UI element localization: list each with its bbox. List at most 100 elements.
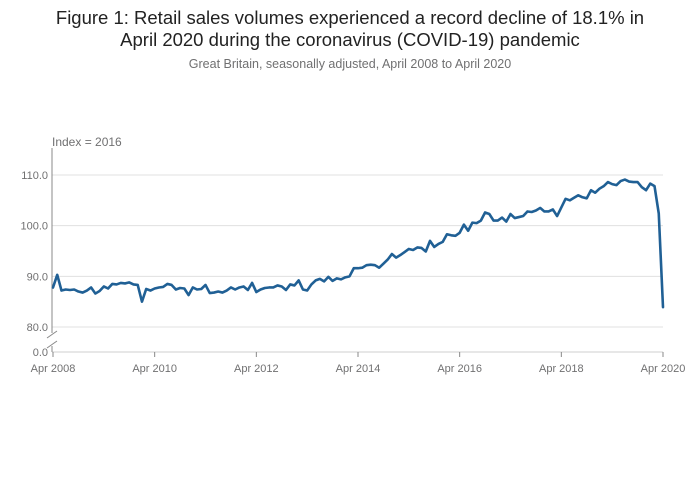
data-point — [314, 279, 316, 281]
data-point — [323, 280, 325, 282]
data-point — [442, 241, 444, 243]
data-point — [353, 267, 355, 269]
data-point — [238, 286, 240, 288]
data-point — [217, 290, 219, 292]
data-point — [357, 267, 359, 269]
data-point — [586, 197, 588, 199]
data-point — [162, 286, 164, 288]
data-point — [547, 210, 549, 212]
data-point — [611, 183, 613, 185]
data-point — [107, 287, 109, 289]
data-point — [348, 275, 350, 277]
data-point — [166, 283, 168, 285]
y-zero-label: 0.0 — [33, 347, 48, 359]
data-point — [200, 288, 202, 290]
data-point — [90, 286, 92, 288]
data-point — [463, 223, 465, 225]
data-point — [492, 219, 494, 221]
data-point — [433, 246, 435, 248]
data-point — [179, 287, 181, 289]
data-point — [103, 285, 105, 287]
data-point — [581, 196, 583, 198]
data-point — [141, 300, 143, 302]
chart-subtitle: Great Britain, seasonally adjusted, Apri… — [188, 57, 512, 71]
data-point — [467, 230, 469, 232]
data-point — [259, 288, 261, 290]
data-point — [187, 294, 189, 296]
data-point — [204, 284, 206, 286]
data-point — [65, 288, 67, 290]
data-point — [488, 213, 490, 215]
data-point — [137, 284, 139, 286]
data-point — [399, 254, 401, 256]
data-point — [344, 276, 346, 278]
data-point — [403, 251, 405, 253]
data-point — [641, 186, 643, 188]
x-tick-label: Apr 2012 — [234, 363, 279, 375]
data-point — [365, 264, 367, 266]
data-point — [170, 284, 172, 286]
data-point — [471, 221, 473, 223]
y-axis-title: Index = 2016 — [52, 135, 122, 149]
data-point — [340, 278, 342, 280]
data-point — [98, 290, 100, 292]
data-point — [221, 291, 223, 293]
data-point — [450, 234, 452, 236]
x-tick-label: Apr 2018 — [539, 363, 584, 375]
data-point — [336, 277, 338, 279]
data-point — [446, 233, 448, 235]
chart-title-line-1: Figure 1: Retail sales volumes experienc… — [55, 7, 645, 28]
x-tick-label: Apr 2014 — [336, 363, 381, 375]
data-point — [501, 216, 503, 218]
data-point — [645, 189, 647, 191]
gridlines — [52, 174, 663, 353]
data-point — [268, 286, 270, 288]
data-point — [408, 248, 410, 250]
data-point — [276, 284, 278, 286]
data-point — [514, 217, 516, 219]
data-point — [77, 290, 79, 292]
data-point — [530, 211, 532, 213]
data-point — [649, 182, 651, 184]
data-point — [539, 207, 541, 209]
data-point — [420, 247, 422, 249]
data-point — [56, 274, 58, 276]
data-point — [225, 289, 227, 291]
data-point — [272, 286, 274, 288]
data-point — [535, 209, 537, 211]
data-point — [619, 180, 621, 182]
data-point — [213, 291, 215, 293]
data-point — [505, 220, 507, 222]
data-point — [416, 246, 418, 248]
data-point — [662, 306, 664, 308]
data-point — [60, 289, 62, 291]
data-point — [552, 208, 554, 210]
data-point — [175, 288, 177, 290]
data-point — [378, 267, 380, 269]
data-point — [149, 289, 151, 291]
data-point — [310, 283, 312, 285]
data-point — [458, 232, 460, 234]
data-point — [234, 288, 236, 290]
x-tick-label: Apr 2010 — [132, 363, 177, 375]
data-point — [628, 180, 630, 182]
data-point — [624, 178, 626, 180]
data-point — [297, 279, 299, 281]
data-point — [522, 215, 524, 217]
data-point — [632, 181, 634, 183]
data-point — [454, 235, 456, 237]
axis-break-mark-bottom — [46, 340, 58, 349]
data-point — [484, 211, 486, 213]
data-point — [374, 264, 376, 266]
data-point — [653, 185, 655, 187]
data-point — [281, 285, 283, 287]
data-point — [285, 289, 287, 291]
data-point — [429, 240, 431, 242]
data-point — [158, 286, 160, 288]
data-point — [598, 187, 600, 189]
data-point — [425, 250, 427, 252]
data-point — [370, 263, 372, 265]
data-point — [289, 283, 291, 285]
y-tick-label: 80.0 — [27, 322, 48, 334]
